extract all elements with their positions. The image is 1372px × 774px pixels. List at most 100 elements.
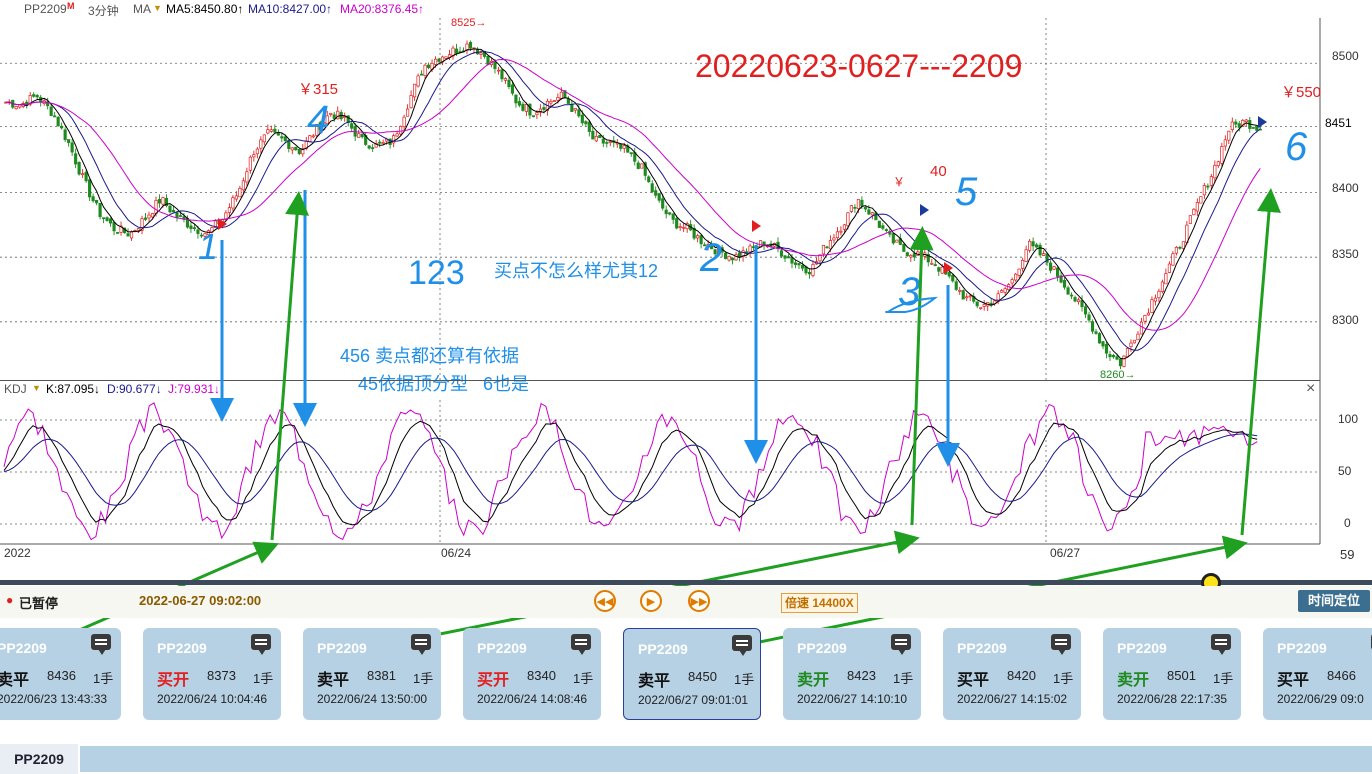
candle [171, 209, 176, 213]
candle [926, 254, 930, 263]
candle [14, 106, 18, 110]
candle [825, 246, 829, 249]
replay-progress-bar[interactable] [0, 580, 1372, 585]
candle [1097, 333, 1102, 344]
bottom-bar: PP2209 [0, 744, 1372, 774]
kdj-chart[interactable] [0, 380, 1372, 562]
speed-button[interactable]: 倍速 14400X [781, 593, 858, 613]
candle [748, 245, 752, 253]
candle [238, 187, 242, 198]
candle [800, 264, 805, 269]
candlestick-chart[interactable] [0, 18, 1372, 380]
trade-marker [218, 218, 227, 230]
ma-selector[interactable]: MA [133, 2, 151, 16]
trade-card[interactable]: PP2209 买平 8420 1手 2022/06/27 14:15:02 [943, 628, 1081, 720]
candle [965, 296, 969, 299]
chevron-down-icon[interactable]: ▼ [153, 3, 162, 13]
chevron-down-icon[interactable]: ▼ [32, 383, 41, 393]
candle [1195, 202, 1199, 212]
candle [692, 227, 696, 239]
candle [444, 56, 448, 59]
candle [863, 207, 867, 210]
candle [262, 134, 266, 143]
message-icon[interactable] [571, 634, 591, 655]
fast-forward-icon[interactable]: ▶▶ [688, 590, 710, 612]
trade-marker [944, 262, 953, 274]
time-locate-button[interactable]: 时间定位 [1298, 590, 1370, 612]
current-price-label: 8451 [1325, 116, 1352, 130]
candle [717, 245, 721, 256]
trade-symbol: PP2209 [1117, 640, 1167, 656]
candle [423, 64, 427, 77]
candle [1136, 333, 1140, 341]
candle [332, 114, 336, 119]
green-arrow [1240, 188, 1281, 536]
candle [1021, 260, 1025, 269]
x-axis: 2022 06/24 06/27 [0, 544, 1320, 562]
candle [556, 97, 560, 101]
candle [647, 176, 651, 183]
message-icon[interactable] [91, 634, 111, 655]
trade-lots: 1手 [253, 671, 274, 686]
candle [849, 205, 853, 212]
candle [521, 103, 525, 111]
message-icon[interactable] [411, 634, 431, 655]
symbol-label[interactable]: PP2209 [24, 2, 67, 16]
trade-card[interactable]: PP2209 买开 8340 1手 2022/06/24 14:08:46 [463, 628, 601, 720]
trade-card[interactable]: PP2209 卖开 8501 1手 2022/06/28 22:17:35 [1103, 628, 1241, 720]
candle [514, 94, 518, 104]
candle [912, 253, 916, 258]
trade-marker [752, 220, 761, 232]
rewind-icon[interactable]: ◀◀ [594, 590, 616, 612]
message-icon[interactable] [251, 634, 271, 655]
candle [884, 229, 888, 232]
candle [1118, 358, 1123, 367]
trade-card[interactable]: PP2209买平84661手2022/06/29 09:0 [1263, 628, 1372, 720]
period-label[interactable]: 3分钟 [88, 4, 119, 18]
trade-action: 买平 [957, 672, 990, 689]
handwritten-label: 5 [955, 170, 978, 214]
handwritten-label: 1 [198, 226, 219, 267]
kdj-label[interactable]: KDJ [4, 382, 27, 396]
candle [287, 139, 291, 149]
candle [821, 245, 826, 255]
trade-card[interactable]: PP2209 卖平 8436 1手 2022/06/23 13:43:33 [0, 628, 121, 720]
play-icon[interactable]: ▶ [640, 590, 662, 612]
candle [437, 58, 441, 62]
trade-card[interactable]: PP2209 卖开 8423 1手 2022/06/27 14:10:10 [783, 628, 921, 720]
candle [510, 84, 515, 94]
candle [839, 230, 843, 233]
trade-lots: 1手 [93, 671, 114, 686]
candle [63, 129, 67, 141]
message-icon[interactable] [1051, 634, 1071, 655]
candle [95, 200, 99, 204]
trade-card[interactable]: PP2209 卖平 8381 1手 2022/06/24 13:50:00 [303, 628, 441, 720]
message-icon[interactable] [1211, 634, 1231, 655]
message-icon[interactable] [732, 635, 752, 656]
candle [1083, 306, 1088, 315]
candle [500, 69, 504, 80]
candle [32, 94, 36, 97]
candle [413, 83, 417, 98]
candle [1192, 208, 1196, 216]
candle [657, 193, 661, 201]
candle [395, 133, 399, 137]
trade-lots: 1手 [893, 671, 914, 686]
trade-marker [1258, 116, 1267, 128]
candle [905, 252, 909, 257]
close-icon[interactable]: × [1306, 380, 1316, 397]
message-icon[interactable] [891, 634, 911, 655]
trade-card[interactable]: PP2209 卖平 8450 1手 2022/06/27 09:01:01 [623, 628, 761, 720]
candle [315, 123, 319, 136]
y-tick-label: 8300 [1332, 313, 1359, 327]
candle [818, 254, 822, 262]
candle [88, 179, 92, 198]
candle [360, 133, 364, 138]
tab-symbol[interactable]: PP2209 [0, 744, 78, 774]
candle [381, 142, 385, 144]
trade-card[interactable]: PP2209 买开 8373 1手 2022/06/24 10:04:46 [143, 628, 281, 720]
candle [255, 148, 259, 155]
replay-controls: ● 已暂停 2022-06-27 09:02:00 [0, 586, 1372, 618]
y-tick-label: 8350 [1332, 247, 1359, 261]
candle [1230, 121, 1234, 131]
